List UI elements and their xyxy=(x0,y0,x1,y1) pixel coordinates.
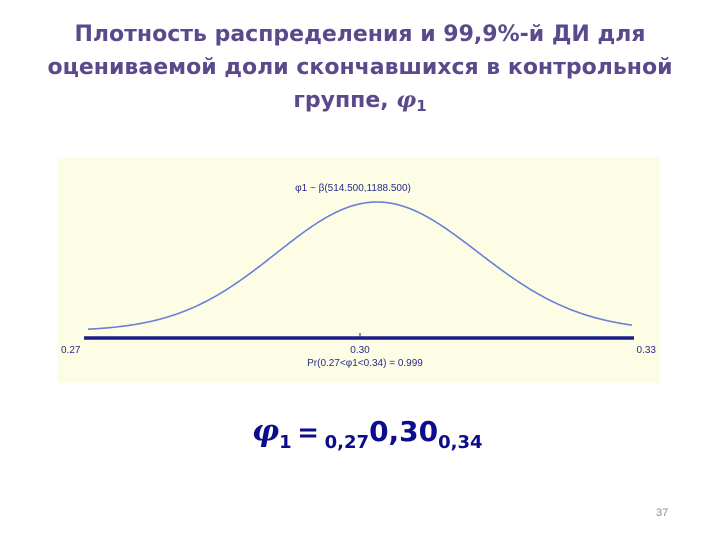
tick-label-center: 0.30 xyxy=(350,345,370,356)
page-number: 37 xyxy=(656,507,669,519)
title-line-3-text: группе, xyxy=(293,88,389,113)
formula-phi-symbol: φ xyxy=(252,414,280,449)
title-line-1: Плотность распределения и 99,9%-й ДИ для xyxy=(74,22,646,47)
density-curve xyxy=(87,201,633,331)
tick-label-left: 0.27 xyxy=(61,345,81,356)
title-line-2: оцениваемой доли скончавшихся в контроль… xyxy=(47,55,673,80)
slide-title: Плотность распределения и 99,9%-й ДИ для… xyxy=(40,18,680,119)
title-line-3: группе, φ1 xyxy=(40,84,680,119)
formula-estimate: 0,30 xyxy=(369,415,439,448)
distribution-label: φ1 ~ β(514.500,1188.500) xyxy=(295,183,411,194)
formula-upper-bound: 0,34 xyxy=(438,432,483,453)
chart-panel: φ1 ~ β(514.500,1188.500) 0.27 0.30 0.33 … xyxy=(57,157,660,383)
formula-lower-bound: 0,27 xyxy=(324,432,370,453)
tick-label-right: 0.33 xyxy=(637,345,657,356)
density-chart: φ1 ~ β(514.500,1188.500) 0.27 0.30 0.33 … xyxy=(61,183,657,369)
ci-formula: φ1 = 0,270,300,34 xyxy=(252,414,512,460)
formula-phi-subscript: 1 xyxy=(279,432,292,453)
probability-label: Pr(0.27<φ1<0.34) = 0.999 xyxy=(307,358,423,369)
formula-equals: = xyxy=(297,418,320,448)
title-phi-symbol: φ xyxy=(396,87,417,113)
title-phi-subscript: 1 xyxy=(416,97,427,115)
